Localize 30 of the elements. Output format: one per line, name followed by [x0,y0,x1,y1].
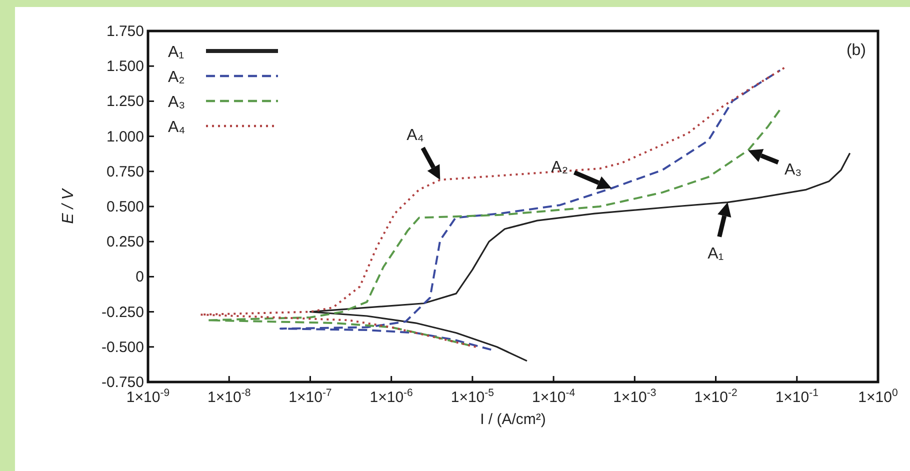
x-tick-label: 1×10$^{-7}$ [288,387,332,406]
x-tick-label: 1×10$^{-1}$ [775,387,819,406]
y-tick-label: 1.000 [106,128,144,146]
y-tick-label: 1.250 [106,93,144,110]
y-tick-label: 0 [136,268,144,286]
legend-label: A₁ [168,44,184,61]
x-tick-label: 1×10$^{-2}$ [694,387,738,406]
y-tick-label: 0.750 [106,163,144,180]
y-axis-title: E / V [60,188,77,224]
annotation: A₄ [406,126,424,144]
y-tick-label: -0.250 [101,304,144,321]
x-tick-label: 1×10$^{-3}$ [613,387,656,406]
x-axis-title: I / (A/cm²) [480,411,546,428]
legend-label: A₂ [168,69,185,86]
annotation: A₃ [784,161,802,178]
x-tick-label: 1×10$^{0}$ [858,387,898,406]
legend-label: A₃ [168,94,186,111]
annotation: A₁ [708,245,724,262]
legend-label: A₄ [168,119,186,136]
y-tick-label: -0.500 [101,338,144,356]
y-tick-label: 0.250 [106,234,144,251]
annotation: A₂ [551,159,568,176]
annotation: (b) [846,42,866,59]
y-tick-label: 1.500 [106,58,144,76]
y-tick-label: 1.750 [106,23,144,40]
y-tick-label: 0.500 [106,198,144,216]
x-tick-label: 1×10$^{-8}$ [208,387,251,406]
x-tick-label: 1×10$^{-4}$ [532,387,576,406]
x-tick-label: 1×10$^{-5}$ [450,387,494,406]
x-tick-label: 1×10$^{-6}$ [370,387,414,406]
